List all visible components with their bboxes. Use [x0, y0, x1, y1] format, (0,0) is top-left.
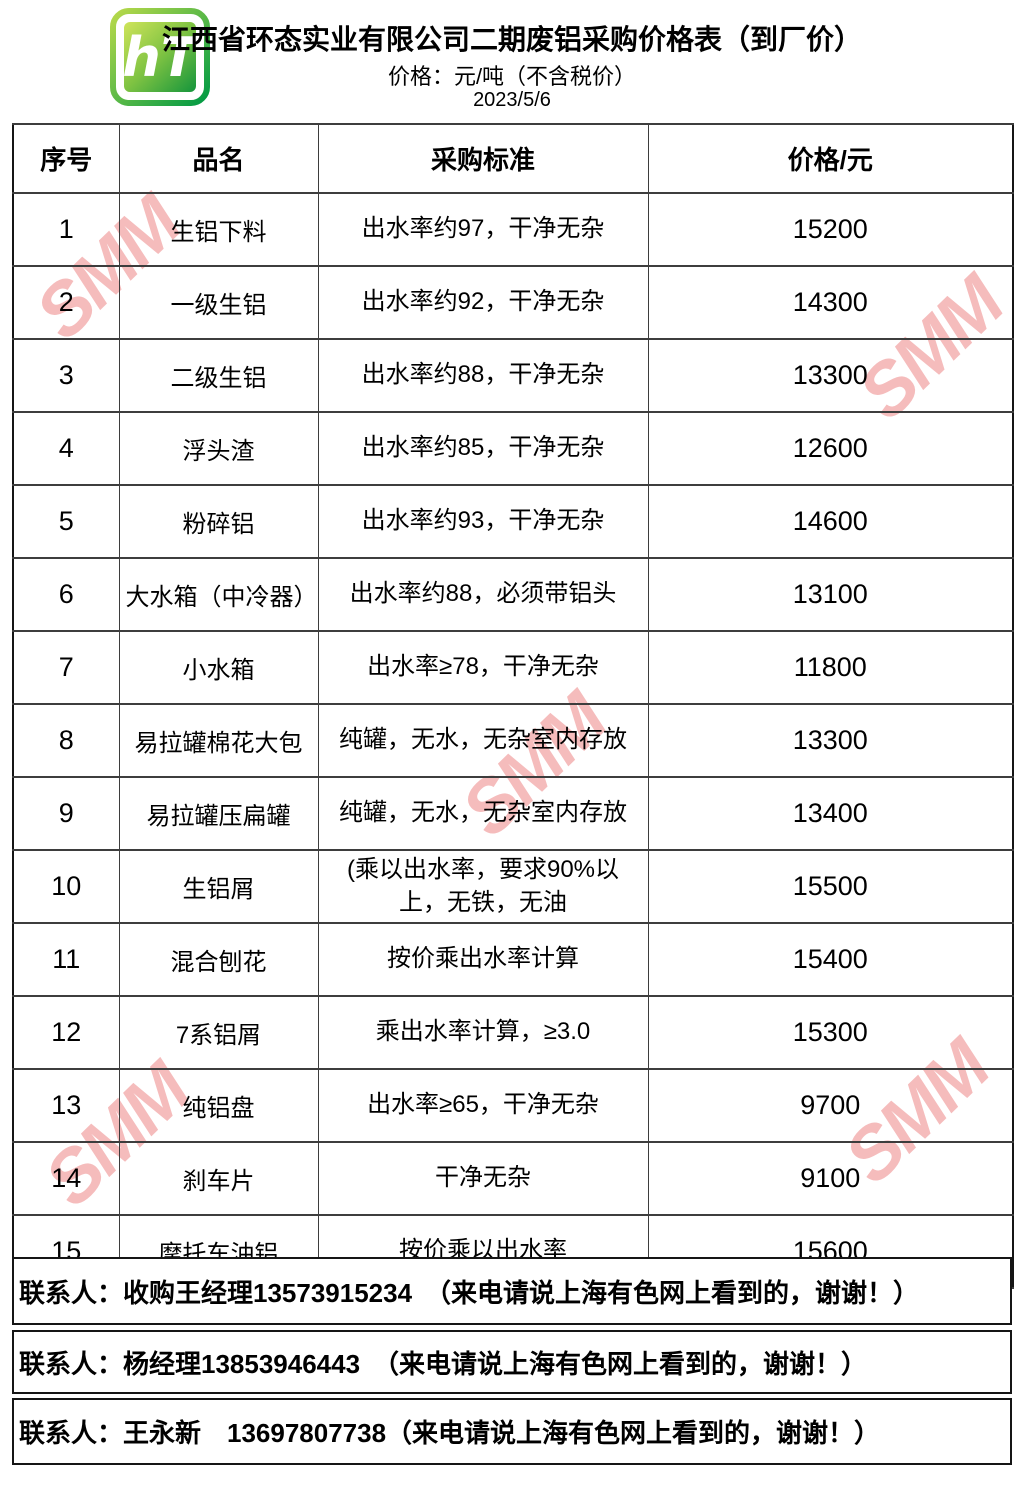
row-standard-cell: 出水率约93，干净无杂: [317, 484, 649, 559]
row-no-cell: 10: [12, 849, 120, 924]
row-no-cell: 1: [12, 192, 120, 267]
row-standard-cell: 出水率约88，干净无杂: [317, 338, 649, 413]
row-standard-cell: 纯罐，无水，无杂室内存放: [317, 776, 649, 851]
row-no-cell: 4: [12, 411, 120, 486]
column-header-standard: 采购标准: [317, 123, 649, 194]
row-price-cell: 14600: [647, 484, 1014, 559]
table-row: 13 纯铝盘 出水率≥65，干净无杂 9700: [12, 1068, 1014, 1143]
table-row: 2 一级生铝 出水率约92，干净无杂 14300: [12, 265, 1014, 340]
row-standard-cell: 出水率约97，干净无杂: [317, 192, 649, 267]
company-logo-icon: hT: [110, 8, 210, 106]
row-name-cell: 粉碎铝: [118, 484, 319, 559]
row-name-cell: 大水箱（中冷器）: [118, 557, 319, 632]
logo-text: hT: [122, 26, 201, 89]
column-header-no: 序号: [12, 123, 120, 194]
table-row: 11 混合刨花 按价乘出水率计算 15400: [12, 922, 1014, 997]
row-no-cell: 12: [12, 995, 120, 1070]
row-no-cell: 14: [12, 1141, 120, 1216]
row-standard-cell: 按价乘出水率计算: [317, 922, 649, 997]
row-name-cell: 一级生铝: [118, 265, 319, 340]
row-name-cell: 小水箱: [118, 630, 319, 705]
row-name-cell: 混合刨花: [118, 922, 319, 997]
row-price-cell: 15200: [647, 192, 1014, 267]
row-standard-cell: 出水率约85，干净无杂: [317, 411, 649, 486]
table-row: 10 生铝屑 (乘以出水率，要求90%以 上，无铁，无油 15500: [12, 849, 1014, 924]
row-name-cell: 易拉罐棉花大包: [118, 703, 319, 778]
row-price-cell: 13300: [647, 338, 1014, 413]
row-price-cell: 9100: [647, 1141, 1014, 1216]
table-row: 9 易拉罐压扁罐 纯罐，无水，无杂室内存放 13400: [12, 776, 1014, 851]
row-no-cell: 6: [12, 557, 120, 632]
row-no-cell: 9: [12, 776, 120, 851]
column-header-name: 品名: [118, 123, 319, 194]
contact-row-1: 联系人：收购王经理13573915234 （来电请说上海有色网上看到的，谢谢！）: [12, 1257, 1012, 1325]
row-price-cell: 15300: [647, 995, 1014, 1070]
row-no-cell: 5: [12, 484, 120, 559]
table-row: 6 大水箱（中冷器） 出水率约88，必须带铝头 13100: [12, 557, 1014, 632]
row-no-cell: 11: [12, 922, 120, 997]
row-price-cell: 14300: [647, 265, 1014, 340]
row-standard-cell: 乘出水率计算，≥3.0: [317, 995, 649, 1070]
row-no-cell: 7: [12, 630, 120, 705]
table-row: 8 易拉罐棉花大包 纯罐，无水，无杂室内存放 13300: [12, 703, 1014, 778]
row-price-cell: 13100: [647, 557, 1014, 632]
row-name-cell: 刹车片: [118, 1141, 319, 1216]
row-name-cell: 浮头渣: [118, 411, 319, 486]
row-price-cell: 13400: [647, 776, 1014, 851]
row-standard-cell: 出水率≥65，干净无杂: [317, 1068, 649, 1143]
price-table: 序号 品名 采购标准 价格/元 1 生铝下料 出水率约97，干净无杂 15200…: [12, 123, 1014, 1289]
table-row: 12 7系铝屑 乘出水率计算，≥3.0 15300: [12, 995, 1014, 1070]
row-no-cell: 13: [12, 1068, 120, 1143]
row-standard-cell: 纯罐，无水，无杂室内存放: [317, 703, 649, 778]
table-row: 5 粉碎铝 出水率约93，干净无杂 14600: [12, 484, 1014, 559]
row-price-cell: 9700: [647, 1068, 1014, 1143]
row-standard-cell: 出水率约92，干净无杂: [317, 265, 649, 340]
contact-row-2: 联系人：杨经理13853946443 （来电请说上海有色网上看到的，谢谢！）: [12, 1330, 1012, 1394]
page-date: 2023/5/6: [473, 89, 551, 111]
row-no-cell: 2: [12, 265, 120, 340]
table-row: 1 生铝下料 出水率约97，干净无杂 15200: [12, 192, 1014, 267]
row-no-cell: 3: [12, 338, 120, 413]
row-price-cell: 13300: [647, 703, 1014, 778]
column-header-price: 价格/元: [647, 123, 1014, 194]
table-header-row: 序号 品名 采购标准 价格/元: [12, 123, 1014, 194]
row-name-cell: 7系铝屑: [118, 995, 319, 1070]
row-standard-cell: 出水率≥78，干净无杂: [317, 630, 649, 705]
price-table-body: 1 生铝下料 出水率约97，干净无杂 15200 2 一级生铝 出水率约92，干…: [12, 192, 1014, 1289]
table-row: 14 刹车片 干净无杂 9100: [12, 1141, 1014, 1216]
row-name-cell: 二级生铝: [118, 338, 319, 413]
page-title: 江西省环态实业有限公司二期废铝采购价格表（到厂价）: [161, 24, 862, 55]
page-subtitle: 价格：元/吨（不含税价）: [387, 64, 637, 89]
row-name-cell: 生铝屑: [118, 849, 319, 924]
contact-row-3: 联系人：王永新 13697807738（来电请说上海有色网上看到的，谢谢！）: [12, 1398, 1012, 1465]
row-price-cell: 12600: [647, 411, 1014, 486]
row-standard-cell: 出水率约88，必须带铝头: [317, 557, 649, 632]
row-price-cell: 15500: [647, 849, 1014, 924]
row-price-cell: 15400: [647, 922, 1014, 997]
table-row: 3 二级生铝 出水率约88，干净无杂 13300: [12, 338, 1014, 413]
row-standard-cell: 干净无杂: [317, 1141, 649, 1216]
table-row: 4 浮头渣 出水率约85，干净无杂 12600: [12, 411, 1014, 486]
row-price-cell: 11800: [647, 630, 1014, 705]
row-name-cell: 纯铝盘: [118, 1068, 319, 1143]
table-row: 7 小水箱 出水率≥78，干净无杂 11800: [12, 630, 1014, 705]
row-name-cell: 易拉罐压扁罐: [118, 776, 319, 851]
row-standard-cell: (乘以出水率，要求90%以 上，无铁，无油: [317, 849, 649, 924]
row-name-cell: 生铝下料: [118, 192, 319, 267]
row-no-cell: 8: [12, 703, 120, 778]
